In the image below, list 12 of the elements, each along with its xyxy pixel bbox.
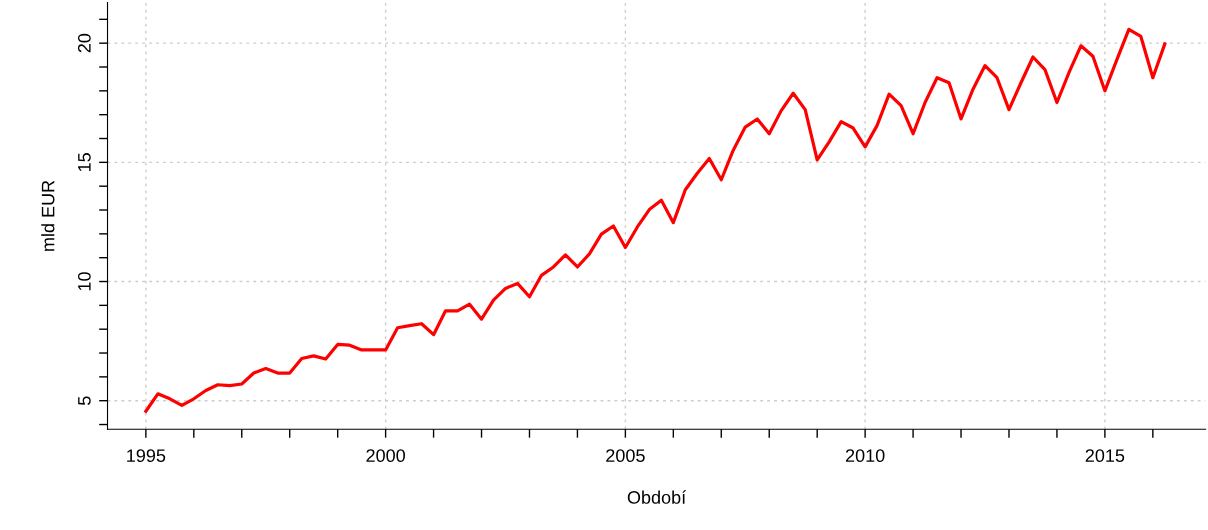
x-tick-label: 2015 <box>1085 449 1125 463</box>
x-tick-label: 2010 <box>845 449 885 463</box>
x-axis-title: Období <box>627 490 687 504</box>
y-tick-label: 20 <box>77 33 91 53</box>
y-tick-label: 15 <box>78 153 91 172</box>
y-axis-title: mld EUR <box>41 180 55 251</box>
y-tick-label: 10 <box>77 272 91 291</box>
x-tick-label: 2000 <box>366 449 406 463</box>
x-tick-label: 1995 <box>127 449 166 463</box>
y-tick-label: 5 <box>78 396 91 405</box>
x-tick-label: 2005 <box>606 449 645 463</box>
line-series <box>144 27 1167 413</box>
